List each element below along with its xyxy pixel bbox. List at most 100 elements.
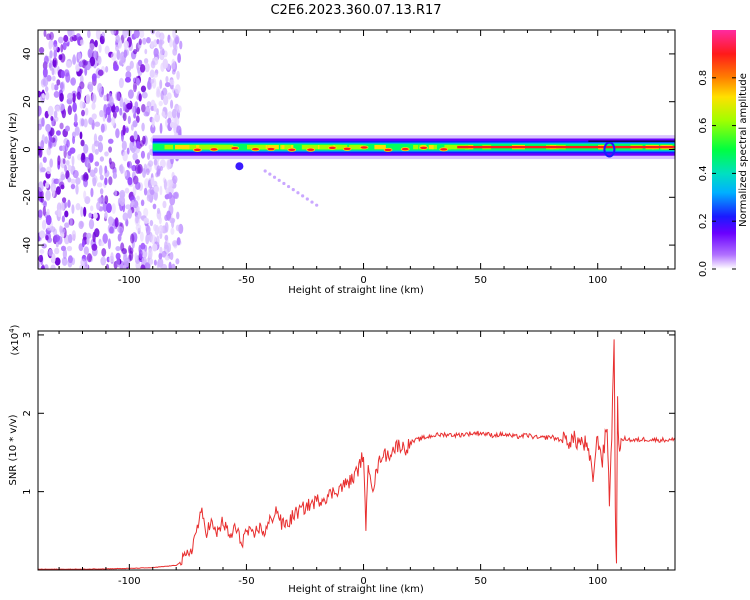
spectrogram-noise-blob	[128, 245, 132, 254]
spectrogram-y-tick-label: 20	[22, 95, 33, 108]
spectrogram-band-highlight	[253, 144, 266, 150]
snr-frame	[37, 330, 676, 571]
spectrogram-noise-blob	[148, 144, 153, 150]
spectrogram-noise-blob	[63, 34, 69, 43]
spectrogram-noise-blob	[161, 250, 167, 258]
spectrogram-noise-blob	[175, 224, 181, 232]
spectrogram-noise-blob	[92, 50, 98, 60]
spectrogram-band-highlight	[181, 144, 190, 150]
spectrogram-noise-blob	[115, 128, 120, 139]
spectrogram-noise-blob	[67, 92, 73, 101]
spectrogram-noise-blob	[99, 188, 104, 195]
spectrogram-noise-blob	[91, 73, 97, 82]
spectrogram-noise-blob	[87, 48, 93, 59]
spectrogram-noise-blob	[49, 50, 53, 59]
spectrogram-noise-blob	[172, 240, 178, 247]
spectrogram-core-blob	[209, 147, 219, 152]
spectrogram-band-highlight	[349, 144, 363, 150]
spectrogram-noise-blob	[40, 167, 46, 173]
spectrogram-noise-blob	[164, 255, 170, 261]
spectrogram-noise-blob	[97, 142, 104, 153]
spectrogram-noise-blob	[151, 117, 155, 128]
spectrogram-noise-blob	[54, 247, 60, 255]
spectrogram-noise-blob	[141, 91, 148, 99]
spectrogram-noise-blob	[99, 241, 105, 247]
spectrogram-noise-blob	[97, 82, 103, 94]
spectrogram-noise-blob	[122, 124, 126, 136]
spectrogram-noise-blob	[115, 245, 121, 252]
spectrogram-noise-blob	[61, 215, 65, 223]
spectrogram-noise-blob	[76, 91, 81, 100]
spectrogram-noise-blob	[143, 58, 149, 64]
spectrogram-noise-blob	[83, 246, 89, 255]
colorbar-tick-label: 0.8	[698, 70, 709, 86]
spectrogram-core-blob	[251, 147, 260, 152]
spectrogram-noise-blob	[96, 201, 101, 211]
spectrogram-noise-blob	[77, 52, 82, 60]
spectrogram-noise-blob	[105, 66, 109, 73]
spectrogram-chirp-dot	[315, 203, 319, 207]
spectrogram-noise-blob	[132, 120, 138, 128]
spectrogram-noise-blob	[152, 72, 159, 78]
spectrogram-noise-blob	[164, 82, 171, 88]
spectrogram-noise-blob	[177, 53, 181, 64]
spectrogram-noise-blob	[115, 34, 120, 43]
spectrogram-noise-blob	[61, 245, 66, 252]
spectrogram-noise-blob	[122, 212, 129, 221]
spectrogram-noise-blob	[172, 30, 177, 39]
spectrogram-noise-blob	[38, 209, 43, 218]
spectrogram-noise-blob	[143, 187, 148, 196]
spectrogram-noise-blob	[63, 69, 70, 77]
spectrogram-noise-blob	[72, 102, 77, 113]
spectrogram-noise-blob	[167, 117, 172, 125]
spectrogram-noise-blob	[41, 264, 45, 269]
spectrogram-noise-blob	[172, 175, 178, 184]
spectrogram-noise-blob	[72, 55, 77, 65]
spectrogram-noise-blob	[135, 224, 142, 232]
spectrogram-noise-blob	[60, 173, 66, 181]
spectrogram-noise-blob	[84, 107, 89, 116]
spectrogram-noise-blob	[108, 146, 113, 153]
spectrogram-noise-blob	[153, 158, 158, 166]
spectrogram-noise-blob	[174, 84, 181, 95]
spectrogram-noise-blob	[42, 77, 49, 87]
spectrogram-noise-blob	[38, 90, 42, 98]
spectrogram-noise-blob	[130, 233, 135, 244]
spectrogram-noise-blob	[132, 145, 137, 151]
spectrogram-noise-blob	[129, 141, 134, 151]
spectrogram-noise-blob	[45, 189, 51, 201]
spectrogram-noise-blob	[44, 110, 49, 119]
spectrogram-noise-blob	[102, 233, 108, 244]
spectrogram-noise-blob	[38, 47, 45, 54]
spectrogram-noise-blob	[51, 252, 56, 264]
spectrogram-noise-blob	[129, 135, 135, 143]
spectrogram-band-highlight	[445, 144, 451, 150]
spectrogram-noise-blob	[123, 257, 130, 268]
spectrogram-noise-blob	[72, 169, 79, 179]
spectrogram-noise-blob	[162, 200, 167, 209]
spectrogram-noise-blob	[133, 30, 140, 39]
spectrogram-noise-blob	[39, 190, 44, 199]
spectrogram-noise-blob	[38, 181, 44, 192]
spectrogram-x-ticks: -100 -50 0 50 100	[58, 30, 669, 286]
spectrogram-noise-blob	[51, 82, 55, 91]
spectrogram-noise-blob	[134, 159, 140, 165]
spectrogram-noise-blob	[93, 167, 98, 174]
spectrogram-noise-blob	[67, 199, 71, 208]
spectrogram-band-highlight	[185, 144, 197, 150]
spectrogram-noise-blob	[148, 247, 153, 259]
spectrogram-noise-blob	[153, 103, 157, 112]
spectrogram-noise-blob	[79, 39, 85, 46]
spectrogram-noise-blob	[72, 92, 76, 104]
spectrogram-noise-blob	[176, 211, 180, 220]
spectrogram-noise-blob	[122, 112, 127, 122]
spectrogram-noise-blob	[61, 256, 68, 266]
spectrogram-y-ticks: -40 -20 0 20 40	[22, 48, 675, 253]
spectrogram-noise-blob	[85, 93, 91, 105]
spectrogram-noise-blob	[114, 189, 118, 197]
spectrogram-noise-blob	[156, 165, 161, 175]
spectrogram-noise-blob	[83, 190, 87, 200]
spectrogram-band-highlight	[194, 144, 200, 150]
spectrogram-noise-blob	[53, 84, 59, 91]
spectrogram-noise-blob	[80, 139, 85, 147]
